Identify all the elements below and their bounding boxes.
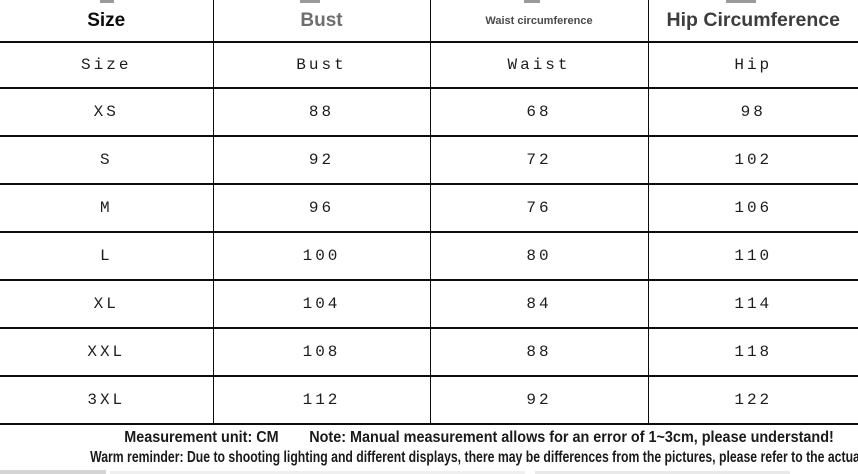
error-note-text: Note: Manual measurement allows for an e… (309, 429, 834, 446)
hip-cell: 118 (647, 328, 858, 377)
cropped-content-artifact (110, 471, 525, 474)
size-cell: S (0, 136, 213, 185)
table-row-m: M 96 76 106 (0, 184, 858, 233)
subheader-waist: Waist (429, 42, 648, 89)
waist-cell: 72 (429, 136, 648, 185)
waist-cell: 84 (429, 280, 648, 329)
warm-reminder-text: Warm reminder: Due to shooting lighting … (90, 449, 858, 466)
size-cell: XS (0, 88, 213, 137)
hip-cell: 102 (647, 136, 858, 185)
col-header-hip: Hip Circumference (647, 0, 858, 43)
table-row-xxl: XXL 108 88 118 (0, 328, 858, 377)
cropped-content-artifact (0, 470, 106, 474)
spacer (279, 429, 310, 447)
waist-cell: 76 (429, 184, 648, 233)
measurement-note-line: Measurement unit: CM Note: Manual measur… (93, 429, 858, 447)
size-cell: XXL (0, 328, 213, 377)
table-row-xl: XL 104 84 114 (0, 280, 858, 329)
bust-cell: 96 (212, 184, 430, 233)
size-cell: L (0, 232, 213, 281)
waist-cell: 92 (429, 376, 648, 425)
subheader-size: Size (0, 42, 213, 89)
table-header-row: Size Bust Waist circumference Hip Circum… (0, 0, 858, 43)
table-subheader-row: Size Bust Waist Hip (0, 42, 858, 89)
waist-cell: 68 (429, 88, 648, 137)
hip-cell: 98 (647, 88, 858, 137)
size-cell: M (0, 184, 213, 233)
bust-cell: 112 (212, 376, 430, 425)
cropped-text-artifact (726, 0, 756, 3)
hip-cell: 122 (647, 376, 858, 425)
cropped-text-artifact (300, 0, 320, 3)
cropped-text-artifact (524, 0, 540, 3)
hip-cell: 106 (647, 184, 858, 233)
cropped-text-artifact (100, 0, 114, 3)
table-row-3xl: 3XL 112 92 122 (0, 376, 858, 425)
col-header-waist: Waist circumference (429, 0, 648, 43)
bust-cell: 104 (212, 280, 430, 329)
table-row-s: S 92 72 102 (0, 136, 858, 185)
bust-cell: 108 (212, 328, 430, 377)
subheader-bust: Bust (212, 42, 430, 89)
col-header-bust: Bust (212, 0, 430, 43)
cropped-content-artifact (535, 471, 790, 474)
col-header-size: Size (0, 0, 213, 43)
size-chart-table: Size Bust Waist circumference Hip Circum… (0, 0, 858, 425)
subheader-hip: Hip (647, 42, 858, 89)
bust-cell: 88 (212, 88, 430, 137)
size-cell: 3XL (0, 376, 213, 425)
hip-cell: 114 (647, 280, 858, 329)
hip-cell: 110 (647, 232, 858, 281)
footer-notes: Measurement unit: CM Note: Manual measur… (0, 425, 858, 474)
waist-cell: 80 (429, 232, 648, 281)
bust-cell: 100 (212, 232, 430, 281)
size-cell: XL (0, 280, 213, 329)
table-row-l: L 100 80 110 (0, 232, 858, 281)
bust-cell: 92 (212, 136, 430, 185)
waist-cell: 88 (429, 328, 648, 377)
measurement-unit-text: Measurement unit: CM (124, 429, 279, 446)
table-row-xs: XS 88 68 98 (0, 88, 858, 137)
